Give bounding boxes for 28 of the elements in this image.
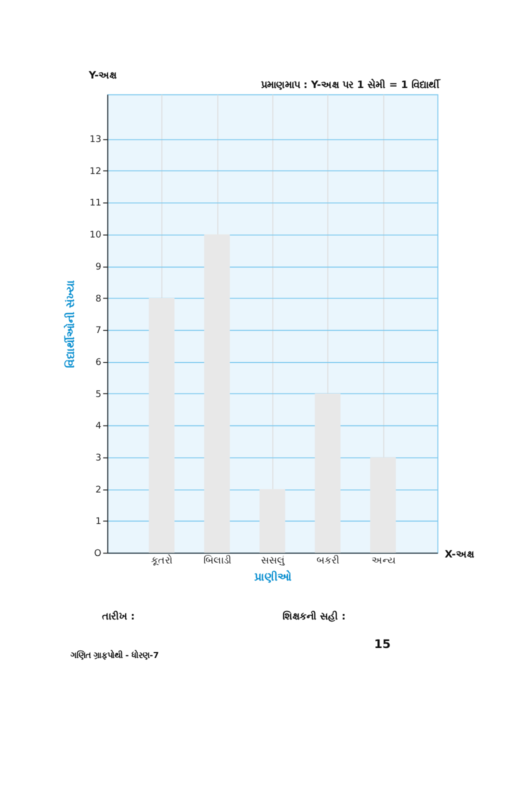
text: તારીખ :	[102, 610, 135, 623]
y-tick-label: 11	[90, 198, 102, 209]
y-tick-label: 13	[90, 134, 102, 146]
y-tick-label: 9	[95, 261, 102, 272]
x-tick-label: કૂતરો	[151, 553, 174, 566]
y-tick-label: 7	[95, 325, 102, 336]
y-tick-label: 12	[90, 166, 102, 177]
text: ગણિત ગ્રાફપોથી - ધોરણ-7	[70, 649, 160, 660]
y-tick-label: 4	[95, 420, 102, 432]
y-tick-label: 2	[95, 484, 102, 496]
y-tick-label: 3	[95, 452, 102, 464]
y-tick-label: 6	[95, 356, 102, 368]
x-tick-label: બકરી	[316, 554, 340, 566]
text: X-અક્ષ	[444, 549, 475, 560]
y-axis-title: વિદ્યાર્થીઓની સંખ્યા	[63, 280, 78, 368]
x-tick-label: અન્ય	[371, 555, 396, 566]
x-axis-title: પ્રાણીઓ	[253, 570, 292, 584]
y-tick-label: 1	[95, 516, 102, 528]
text: Y-અક્ષ	[88, 70, 118, 82]
y-tick-label: 10	[90, 230, 102, 241]
y-tick-label: O	[94, 548, 102, 559]
y-tick-label: 5	[95, 388, 102, 400]
y-tick-label: 8	[95, 293, 102, 304]
x-tick-label: બિલાડી	[203, 554, 232, 566]
x-tick-label: સસલું	[260, 554, 285, 566]
text: શિક્ષકની સહી :	[282, 610, 346, 623]
text: 15	[374, 637, 391, 652]
text: પ્રમાણમાપ : Y-અક્ષ પર 1 સેમી = 1 વિદ્યાર્થી	[260, 76, 442, 91]
